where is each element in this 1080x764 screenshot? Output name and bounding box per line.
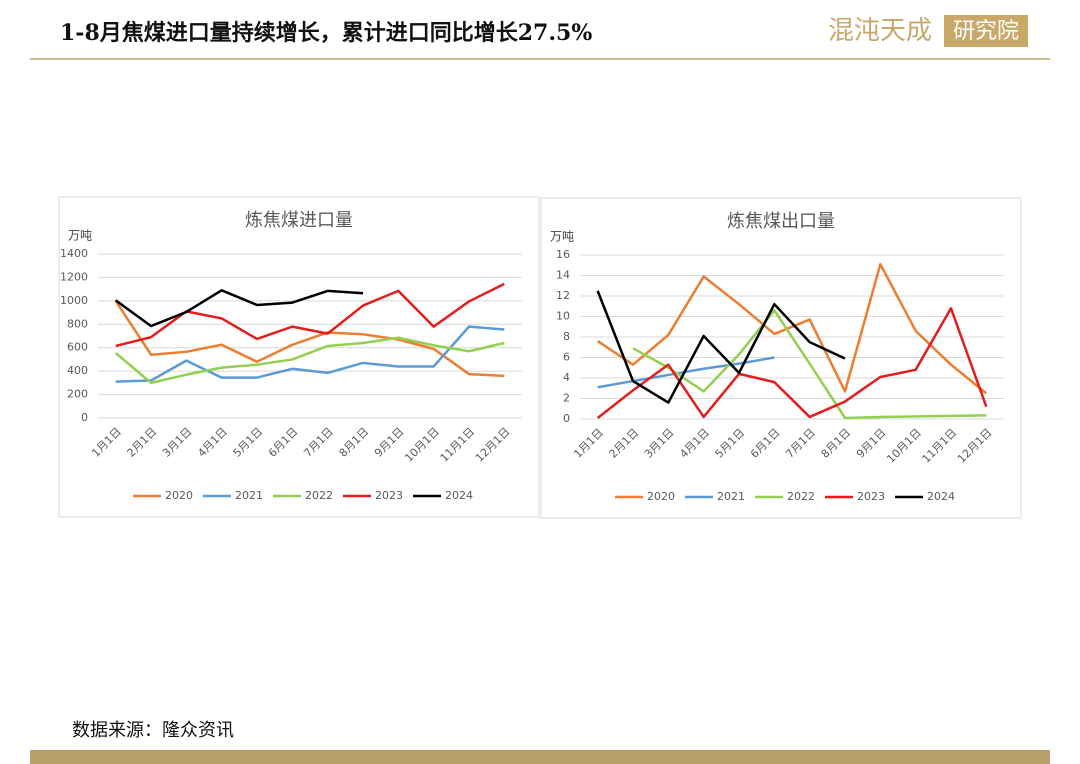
series-line bbox=[114, 300, 505, 378]
y-tick-label: 1200 bbox=[60, 270, 88, 283]
logo-box bbox=[944, 15, 1028, 47]
y-tick-label: 4 bbox=[563, 371, 570, 384]
legend-label: 2023 bbox=[375, 489, 403, 502]
y-tick-label: 12 bbox=[556, 289, 570, 302]
series-line bbox=[596, 307, 988, 419]
y-tick-label: 14 bbox=[556, 269, 570, 282]
series-line bbox=[115, 282, 505, 348]
legend-label: 2024 bbox=[927, 490, 955, 503]
legend-label: 2021 bbox=[235, 489, 263, 502]
legend-label: 2022 bbox=[787, 490, 815, 503]
legend-label: 2020 bbox=[647, 490, 675, 503]
y-tick-label: 10 bbox=[556, 310, 570, 323]
y-tick-label: 0 bbox=[81, 411, 88, 424]
legend-label: 2024 bbox=[445, 489, 473, 502]
y-tick-label: 800 bbox=[67, 317, 88, 330]
series-line bbox=[114, 336, 505, 385]
legend-label: 2020 bbox=[165, 489, 193, 502]
chart-title: 炼焦煤进口量 bbox=[245, 210, 353, 231]
y-tick-label: 8 bbox=[563, 330, 570, 343]
legend-label: 2021 bbox=[717, 490, 745, 503]
chart-title: 炼焦煤出口量 bbox=[727, 211, 835, 232]
y-axis-label: 万吨 bbox=[68, 229, 92, 243]
y-tick-label: 1000 bbox=[60, 294, 88, 307]
slide-title: 1-8月焦煤进口量持续增长，累计进口同比增长27.5% bbox=[60, 20, 592, 46]
footer-bar bbox=[30, 750, 1050, 764]
y-tick-label: 600 bbox=[67, 341, 88, 354]
y-tick-label: 1400 bbox=[60, 247, 88, 260]
y-tick-label: 2 bbox=[563, 392, 570, 405]
legend-label: 2022 bbox=[305, 489, 333, 502]
series-line bbox=[596, 262, 988, 395]
logo: 混沌天成 bbox=[828, 16, 932, 46]
source: 数据来源：隆众资讯 bbox=[72, 720, 234, 741]
y-axis-label: 万吨 bbox=[550, 230, 574, 244]
legend-label: 2023 bbox=[857, 490, 885, 503]
y-tick-label: 200 bbox=[67, 388, 88, 401]
logo-tag: 研究院 bbox=[953, 19, 1019, 44]
series-line bbox=[632, 309, 987, 420]
series-line bbox=[596, 290, 846, 404]
y-tick-label: 16 bbox=[556, 248, 570, 261]
y-tick-label: 0 bbox=[563, 412, 570, 425]
y-tick-label: 6 bbox=[563, 351, 570, 364]
series-line bbox=[114, 289, 364, 328]
series-line bbox=[115, 325, 505, 383]
y-tick-label: 400 bbox=[67, 364, 88, 377]
